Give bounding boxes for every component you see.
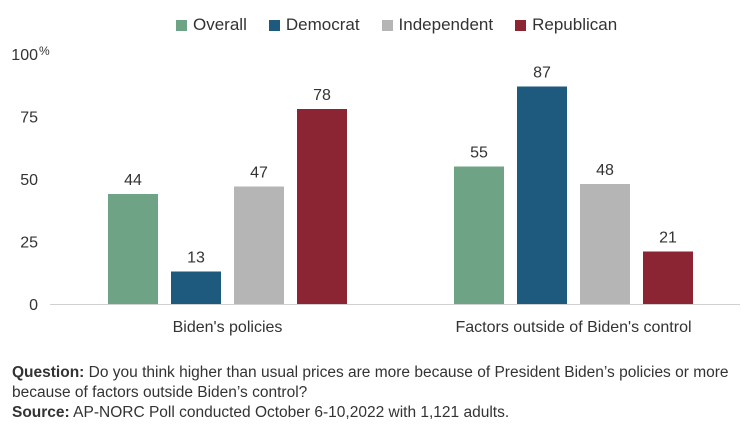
bar-overall [108, 194, 158, 304]
legend-item-republican: Republican [515, 15, 617, 35]
bar-democrat [517, 86, 567, 304]
question-text: Do you think higher than usual prices ar… [12, 364, 729, 401]
legend: Overall Democrat Independent Republican [176, 15, 639, 35]
source-text: AP-NORC Poll conducted October 6-10,2022… [69, 404, 510, 421]
category-label: Factors outside of Biden's control [455, 319, 691, 336]
legend-swatch [268, 19, 280, 31]
question-label: Question: [12, 364, 85, 381]
bar-independent [234, 186, 284, 304]
footnote: Question: Do you think higher than usual… [12, 363, 737, 423]
legend-label: Overall [193, 15, 247, 34]
data-label: 78 [313, 87, 331, 104]
legend-label: Independent [398, 15, 494, 34]
source-label: Source: [12, 404, 70, 421]
data-label: 44 [124, 172, 142, 189]
bar-independent [580, 184, 630, 304]
bar-republican [297, 109, 347, 304]
y-tick-label: 25 [20, 235, 38, 252]
data-label: 13 [187, 250, 205, 267]
bar-republican [643, 251, 693, 304]
legend-label: Republican [532, 15, 618, 34]
legend-item-democrat: Democrat [268, 15, 360, 35]
legend-swatch [381, 19, 393, 31]
legend-swatch [515, 19, 527, 31]
data-label: 48 [596, 162, 614, 179]
legend-item-independent: Independent [381, 15, 494, 35]
y-tick-label: 50 [20, 172, 38, 189]
data-label: 55 [470, 145, 488, 162]
category-label: Biden's policies [173, 319, 283, 336]
bar-chart: 0 25 50 75 100 % 44 13 47 78 Biden's policies 55 87 4… [11, 44, 740, 336]
legend-item-overall: Overall [176, 15, 247, 35]
data-label: 87 [533, 65, 551, 82]
bar-overall [454, 166, 504, 304]
data-label: 47 [250, 165, 268, 182]
source-note: Source: AP-NORC Poll conducted October 6… [12, 403, 737, 423]
y-tick-label: 100 [11, 47, 38, 64]
y-tick-label: 75 [20, 110, 38, 127]
y-tick-label: 0 [29, 297, 38, 314]
data-label: 21 [659, 230, 677, 247]
y-unit-label: % [39, 44, 50, 58]
question-note: Question: Do you think higher than usual… [12, 363, 737, 403]
bar-democrat [171, 271, 221, 304]
legend-swatch [176, 19, 187, 31]
legend-label: Democrat [285, 15, 360, 34]
